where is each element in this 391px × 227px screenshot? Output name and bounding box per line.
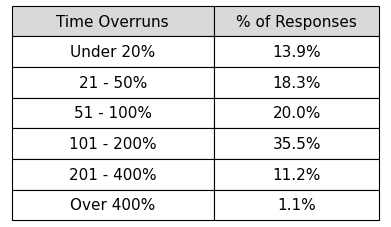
- Text: 11.2%: 11.2%: [273, 167, 321, 182]
- Text: 20.0%: 20.0%: [273, 106, 321, 121]
- Bar: [214, 7, 379, 37]
- Text: % of Responses: % of Responses: [236, 15, 357, 30]
- Bar: [214, 68, 379, 98]
- Bar: [214, 129, 379, 159]
- Text: 101 - 200%: 101 - 200%: [69, 136, 157, 151]
- Bar: [214, 159, 379, 190]
- Text: 51 - 100%: 51 - 100%: [74, 106, 152, 121]
- Bar: [12, 37, 214, 68]
- Text: 35.5%: 35.5%: [272, 136, 321, 151]
- Bar: [12, 68, 214, 98]
- Text: Under 20%: Under 20%: [70, 45, 156, 60]
- Bar: [12, 7, 214, 37]
- Text: 13.9%: 13.9%: [272, 45, 321, 60]
- Text: Over 400%: Over 400%: [70, 197, 156, 212]
- Text: 18.3%: 18.3%: [272, 76, 321, 91]
- Bar: [12, 98, 214, 129]
- Text: 1.1%: 1.1%: [277, 197, 316, 212]
- Bar: [12, 129, 214, 159]
- Text: Time Overruns: Time Overruns: [56, 15, 169, 30]
- Bar: [12, 190, 214, 220]
- Text: 21 - 50%: 21 - 50%: [79, 76, 147, 91]
- Text: 201 - 400%: 201 - 400%: [69, 167, 157, 182]
- Bar: [214, 190, 379, 220]
- Bar: [214, 98, 379, 129]
- Bar: [12, 159, 214, 190]
- Bar: [214, 37, 379, 68]
